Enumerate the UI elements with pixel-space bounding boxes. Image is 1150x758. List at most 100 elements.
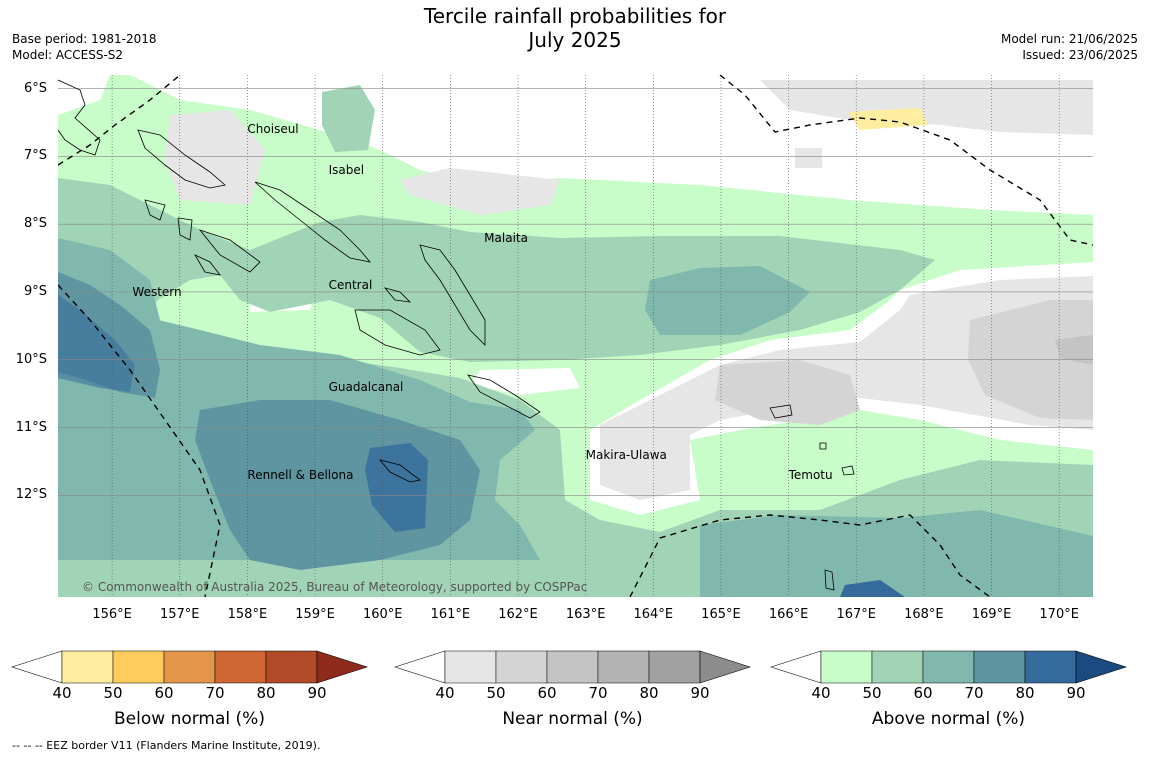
copyright-text: © Commonwealth of Australia 2025, Bureau… — [82, 580, 588, 594]
isabel-coast — [254, 181, 372, 263]
near-40-strip — [400, 168, 560, 215]
lon-label: 161°E — [430, 607, 471, 622]
colorbar-tick: 60 — [913, 684, 933, 702]
island-coast-7 — [819, 442, 827, 450]
colorbar-tick: 60 — [154, 684, 174, 702]
lon-label: 165°E — [701, 607, 741, 622]
colorbar-segment — [112, 650, 165, 684]
region-label: Choiseul — [247, 122, 299, 137]
colorbar-high-extension — [699, 650, 751, 684]
issued-date: Issued: 23/06/2025 — [1022, 48, 1138, 62]
island-coast-2 — [177, 217, 193, 241]
region-label: Malaita — [484, 230, 528, 245]
island-coast-8 — [841, 465, 855, 476]
region-label: Guadalcanal — [328, 379, 404, 394]
eez-borders — [58, 75, 1093, 597]
colorbar-segment — [973, 650, 1026, 684]
colorbar-tick: 40 — [52, 684, 72, 702]
colorbar-segment — [265, 650, 318, 684]
colorbar-segment — [495, 650, 548, 684]
near-50-temotu — [715, 360, 860, 425]
white-area-nw — [58, 75, 110, 115]
colorbar-segment — [1024, 650, 1077, 684]
lat-label: 12°S — [15, 487, 47, 503]
colorbar-segment — [820, 650, 873, 684]
colorbar-tick: 90 — [1066, 684, 1086, 702]
colorbar-low-extension — [394, 650, 446, 684]
colorbar-segment — [648, 650, 701, 684]
colorbar-tick: 50 — [486, 684, 506, 702]
meta-right: Model run: 21/06/2025 Issued: 23/06/2025 — [1001, 31, 1138, 63]
colorbar-tick: 90 — [690, 684, 710, 702]
colorbar-segment — [871, 650, 924, 684]
colorbar-segment — [61, 650, 114, 684]
eez-west — [58, 284, 221, 597]
colorbar-title: Below normal (%) — [114, 709, 265, 729]
lon-label: 163°E — [565, 607, 606, 622]
eez-legend-footer: -- -- -- EEZ border V11 (Flanders Marine… — [12, 739, 321, 752]
colorbar-tick: 40 — [435, 684, 455, 702]
white-area-south-central — [470, 368, 580, 395]
coastlines — [58, 79, 855, 591]
colorbar-low-extension — [770, 650, 822, 684]
lat-label: 7°S — [23, 148, 47, 164]
eez-north — [58, 75, 181, 166]
choiseul-coast — [137, 129, 226, 189]
colorbar-tick: 80 — [1015, 684, 1035, 702]
colorbar-segment — [922, 650, 975, 684]
colorbar-title: Above normal (%) — [871, 709, 1026, 729]
map-title: Tercile rainfall probabilities for July … — [0, 4, 1150, 52]
title-line1: Tercile rainfall probabilities for — [423, 4, 727, 28]
lon-label: 166°E — [768, 607, 809, 622]
above-80-rennell — [365, 443, 428, 532]
colorbar-tick: 80 — [639, 684, 659, 702]
lon-label: 157°E — [159, 607, 200, 622]
colorbar-high-extension — [316, 650, 368, 684]
near-60-east — [1055, 335, 1093, 365]
lon-label: 169°E — [971, 607, 1012, 622]
lat-label: 9°S — [23, 283, 47, 299]
lon-label: 168°E — [904, 607, 944, 622]
region-label: Central — [328, 278, 373, 293]
island-coast-6 — [769, 404, 793, 419]
above-60-southeast — [700, 510, 1093, 597]
malaita-coast — [419, 244, 486, 346]
lat-label: 11°S — [15, 419, 47, 435]
colorbar-title: Near normal (%) — [502, 709, 643, 729]
lon-label: 167°E — [836, 607, 876, 622]
guadalcanal-coast — [354, 309, 441, 356]
model-name: Model: ACCESS-S2 — [12, 48, 124, 62]
lat-label: 6°S — [23, 80, 47, 96]
probability-fields — [58, 75, 1093, 597]
colorbar-tick: 70 — [205, 684, 225, 702]
makira-coast — [467, 374, 541, 419]
region-label: Temotu — [788, 467, 833, 482]
colorbars — [11, 650, 1127, 684]
above-80-southeast — [840, 580, 905, 597]
region-label: Makira-Ulawa — [585, 447, 667, 462]
near-40-north — [760, 80, 1093, 135]
island-coast-9 — [824, 569, 835, 591]
lon-label: 159°E — [295, 607, 335, 622]
above-60-east — [645, 266, 810, 335]
island-coast-3 — [198, 229, 261, 273]
title-line2: July 2025 — [528, 28, 622, 52]
model-run: Model run: 21/06/2025 — [1000, 32, 1138, 46]
region-label: Western — [132, 284, 182, 299]
island-coast-4 — [194, 254, 221, 276]
colorbar-tick: 90 — [307, 684, 327, 702]
colorbar-tick: 60 — [537, 684, 557, 702]
lon-label: 158°E — [227, 607, 268, 622]
lat-label: 10°S — [15, 351, 47, 367]
island-coast-5 — [383, 287, 412, 303]
above-50-bottom — [58, 560, 540, 597]
meta-left: Base period: 1981-2018 Model: ACCESS-S2 — [12, 31, 157, 63]
near-40-patch — [795, 148, 822, 168]
colorbar-tick: 80 — [256, 684, 276, 702]
lon-label: 170°E — [1039, 607, 1079, 622]
rennell-coast — [378, 459, 421, 483]
colorbar-segment — [546, 650, 599, 684]
region-label: Rennell & Bellona — [247, 467, 354, 482]
colorbar-tick: 50 — [103, 684, 123, 702]
